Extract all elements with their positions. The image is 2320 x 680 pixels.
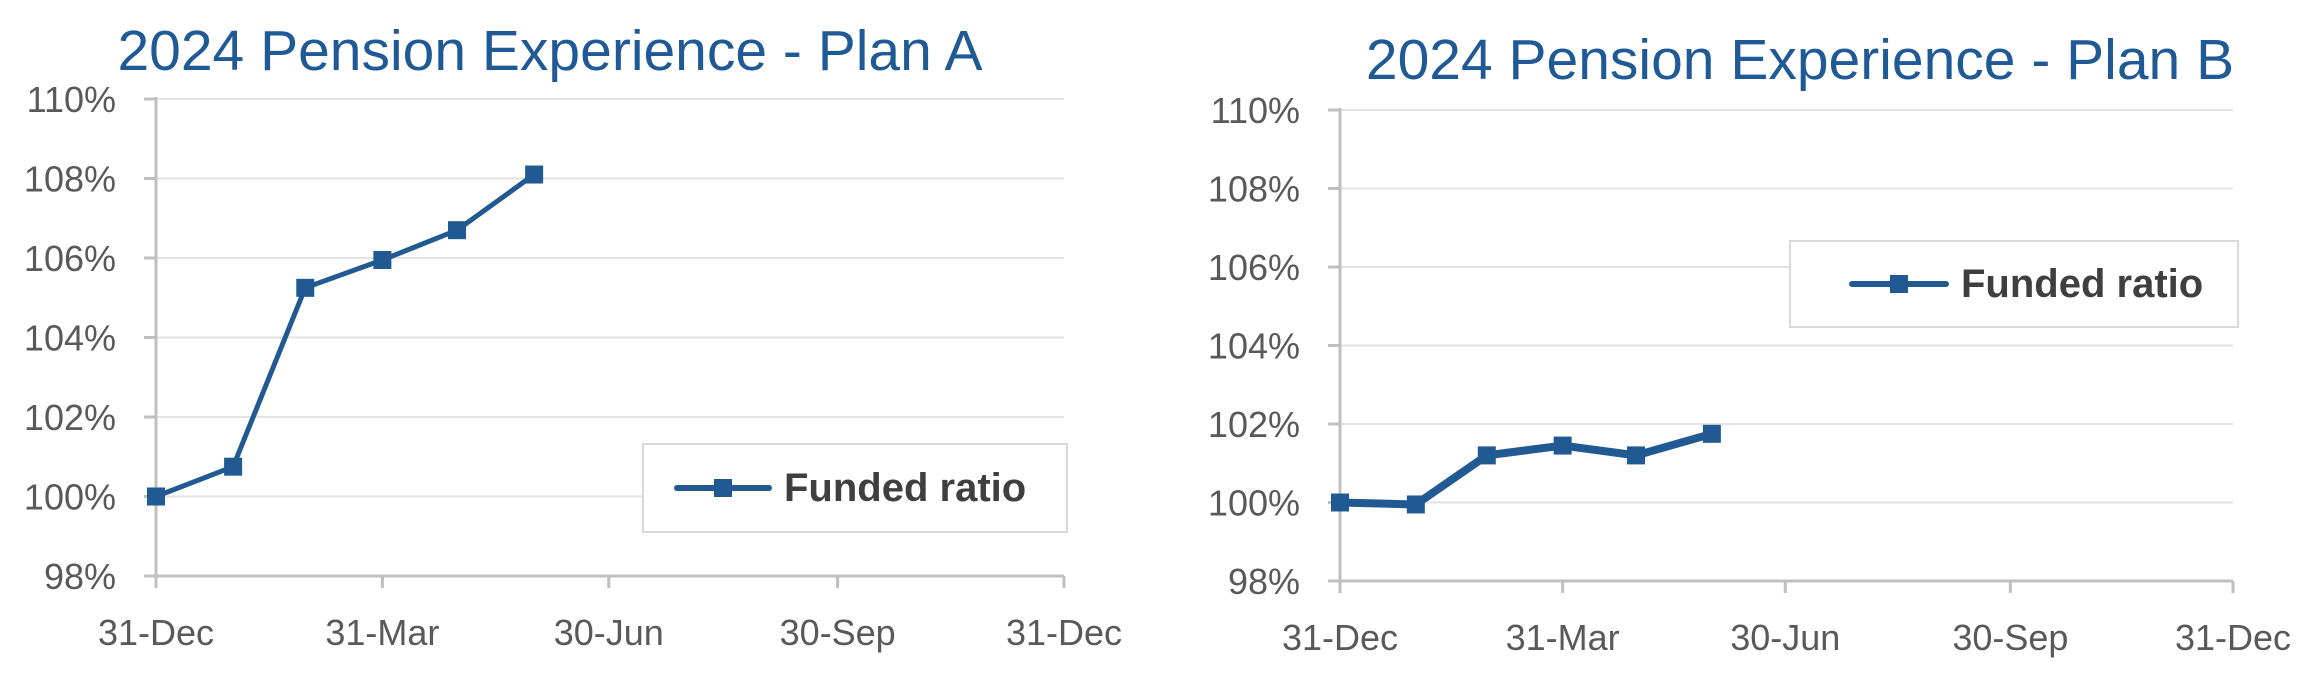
y-tick-label: 110% (1211, 90, 1300, 131)
y-tick-label: 100% (24, 477, 116, 518)
y-tick-label: 106% (24, 238, 116, 279)
legend-square-marker (1890, 275, 1908, 293)
chart-panel-plan-b: 2024 Pension Experience - Plan B 98% 100%… (1160, 0, 2320, 680)
series-line-funded-ratio (153, 172, 537, 499)
y-tick-label: 102% (1208, 404, 1300, 445)
data-point-marker (1627, 446, 1646, 465)
x-tick-label: 30-Jun (1730, 617, 1840, 658)
chart-plot-area: 98% 100% 102% 104% 106% 108% 110% 31-Dec 31-Mar 3… (1208, 90, 2291, 658)
y-tick-label: 98% (1228, 561, 1300, 602)
legend-series-line (674, 479, 772, 497)
data-point-marker (296, 278, 315, 297)
data-point-marker (1406, 495, 1425, 514)
data-point-marker (1331, 493, 1349, 512)
chart-title: 2024 Pension Experience - Plan A (117, 19, 983, 83)
y-tick-label: 110% (27, 79, 116, 120)
legend-series-line (1849, 275, 1949, 293)
chart-title: 2024 Pension Experience - Plan B (1365, 28, 2235, 92)
chart-panel-plan-a: 2024 Pension Experience - Plan A 98% 100%… (24, 19, 1122, 653)
x-tick-label: 31-Dec (1006, 612, 1122, 653)
x-tick-label: 31-Mar (325, 612, 439, 653)
data-point-marker (448, 221, 467, 240)
data-point-marker (525, 165, 544, 184)
y-tick-label: 108% (1208, 169, 1300, 210)
data-point-marker (147, 487, 165, 506)
x-tick-label: 31-Dec (98, 612, 214, 653)
y-tick-label: 104% (24, 318, 116, 359)
x-tick-label: 31-Dec (2175, 617, 2291, 658)
y-tick-label: 102% (24, 397, 116, 438)
x-tick-label: 31-Mar (1506, 617, 1620, 658)
x-tick-label: 30-Jun (554, 612, 664, 653)
data-point-marker (224, 457, 243, 476)
chart-legend: Funded ratio (1789, 240, 2239, 328)
x-tick-label: 30-Sep (780, 612, 896, 653)
x-tick-label: 31-Dec (1282, 617, 1398, 658)
x-tick-label: 30-Sep (1952, 617, 2068, 658)
y-tick-label: 98% (44, 556, 116, 597)
data-point-marker (1702, 424, 1721, 443)
chart-plot-area: 98% 100% 102% 104% 106% 108% 110% 31-Dec 31-Mar 3… (24, 79, 1122, 653)
y-tick-label: 108% (24, 159, 116, 200)
data-point-marker (373, 250, 392, 269)
y-tick-label: 100% (1208, 483, 1300, 524)
legend-label: Funded ratio (1961, 261, 2204, 306)
data-point-marker (1477, 446, 1496, 465)
y-tick-label: 104% (1208, 326, 1300, 367)
series-line-funded-ratio (1336, 429, 1716, 509)
legend-label: Funded ratio (784, 465, 1027, 510)
data-point-marker (1553, 436, 1572, 455)
chart-legend: Funded ratio (642, 443, 1068, 533)
y-tick-label: 106% (1208, 247, 1300, 288)
legend-square-marker (714, 479, 732, 497)
